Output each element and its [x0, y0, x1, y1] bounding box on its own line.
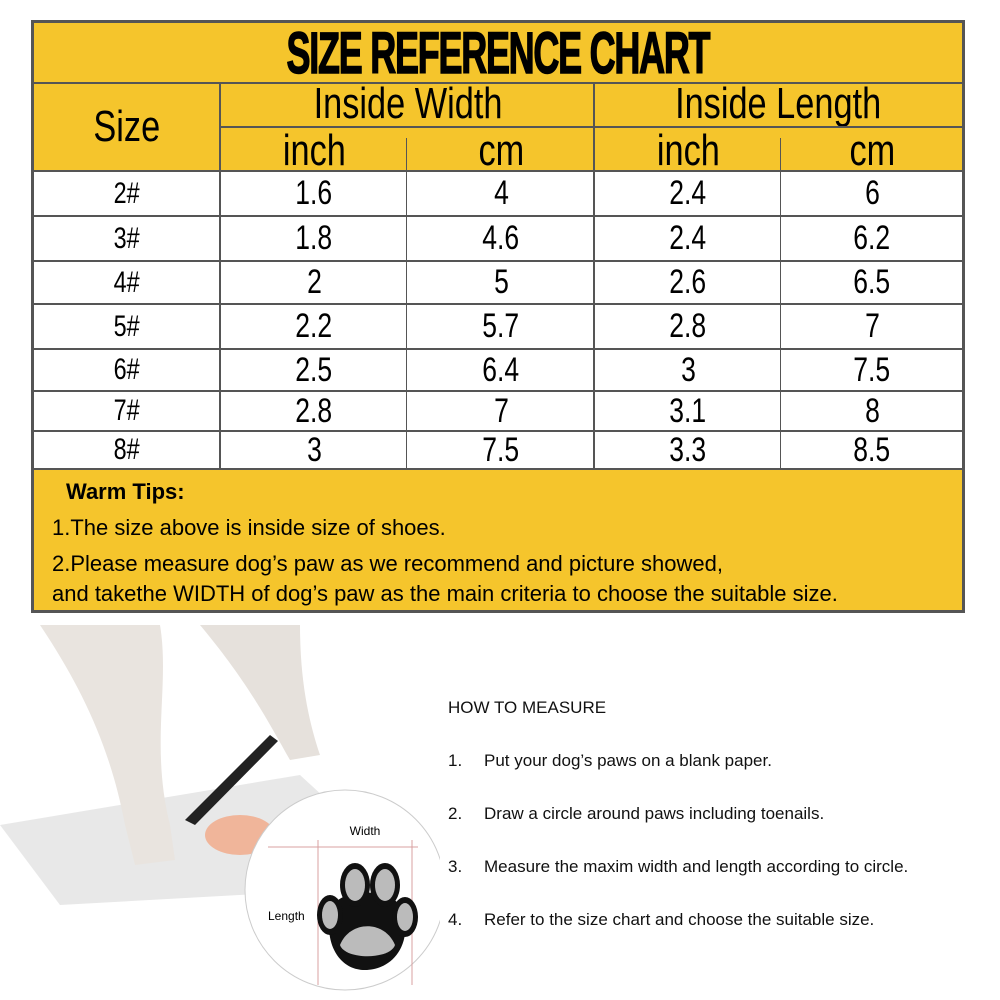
step-number: 3.: [448, 857, 463, 876]
header-length-inch: inch: [656, 126, 720, 175]
size-cell: 5#: [113, 309, 141, 343]
value-cell-l-cm: 6.2: [853, 219, 891, 257]
tips-heading: Warm Tips:: [66, 479, 185, 504]
measure-step: 2. Draw a circle around paws including to…: [448, 804, 824, 824]
value-cell-l-cm: 6: [864, 174, 880, 212]
size-cell: 6#: [113, 353, 141, 386]
step-number: 2.: [448, 804, 463, 823]
value-cell-w-inch: 2.2: [295, 307, 333, 345]
value-cell-l-inch: 2.8: [669, 307, 707, 345]
header-inside-length: Inside Length: [675, 79, 882, 128]
tip-1: 1.The size above is inside size of shoes…: [52, 515, 446, 540]
width-label: Width: [350, 824, 381, 838]
chart-title: SIZE REFERENCE CHART: [286, 20, 711, 87]
value-cell-w-cm: 7: [493, 391, 509, 430]
header-inside-width: Inside Width: [313, 79, 503, 128]
value-cell-l-inch: 2.6: [669, 263, 707, 301]
size-reference-chart: SIZE REFERENCE CHART Size Inside Width I…: [31, 20, 965, 613]
size-cell: 7#: [113, 394, 141, 427]
size-cell: 2#: [113, 176, 141, 210]
step-text: Refer to the size chart and choose the s…: [484, 910, 875, 929]
value-cell-l-inch: 3.3: [669, 430, 707, 469]
table-body: [34, 171, 962, 468]
value-cell-l-cm: 6.5: [853, 263, 891, 301]
value-cell-l-inch: 2.4: [669, 174, 707, 212]
value-cell-l-inch: 2.4: [669, 219, 707, 257]
value-cell-w-inch: 1.8: [295, 219, 333, 257]
how-to-heading: HOW TO MEASURE: [448, 698, 607, 717]
dog-leg-back: [200, 625, 320, 760]
value-cell-l-inch: 3.1: [669, 391, 707, 430]
value-cell-w-inch: 2.5: [295, 350, 333, 389]
size-cell: 4#: [113, 265, 141, 299]
step-number: 1.: [448, 751, 463, 770]
length-label: Length: [268, 909, 305, 923]
value-cell-l-cm: 7.5: [853, 350, 891, 389]
header-width-cm: cm: [478, 126, 524, 175]
value-cell-w-inch: 2: [306, 263, 322, 301]
step-number: 4.: [448, 910, 463, 929]
tip-2: 2.Please measure dog’s paw as we recomme…: [52, 551, 723, 576]
tip-3: and takethe WIDTH of dog’s paw as the ma…: [52, 581, 838, 606]
value-cell-w-cm: 7.5: [482, 430, 520, 469]
step-text: Measure the maxim width and length accor…: [484, 857, 909, 876]
header-size: Size: [93, 102, 161, 151]
header-width-inch: inch: [282, 126, 346, 175]
value-cell-w-cm: 5.7: [482, 307, 520, 345]
pencil: [185, 735, 278, 825]
measure-step: 3. Measure the maxim width and length acc…: [448, 857, 908, 877]
dog-leg-front: [40, 625, 175, 865]
value-cell-w-inch: 1.6: [295, 174, 333, 212]
warm-tips: Warm Tips: 1.The size above is inside si…: [34, 469, 962, 610]
value-cell-w-inch: 3: [306, 430, 322, 469]
size-cell: 8#: [113, 433, 141, 466]
value-cell-w-cm: 5: [493, 263, 509, 301]
value-cell-l-cm: 8.5: [853, 430, 891, 469]
value-cell-l-cm: 8: [864, 391, 880, 430]
step-text: Put your dog’s paws on a blank paper.: [484, 751, 772, 770]
value-cell-w-inch: 2.8: [295, 391, 333, 430]
value-cell-w-cm: 4: [493, 174, 509, 212]
value-cell-w-cm: 6.4: [482, 350, 520, 389]
header-length-cm: cm: [849, 126, 895, 175]
dog-paw-measuring-illustration: Width Length: [0, 625, 440, 1000]
size-cell: 3#: [113, 221, 141, 255]
value-cell-l-cm: 7: [864, 307, 880, 345]
value-cell-w-cm: 4.6: [482, 219, 520, 257]
measure-step: 1. Put your dog’s paws on a blank paper.: [448, 751, 772, 771]
step-text: Draw a circle around paws including toen…: [484, 804, 825, 823]
value-cell-l-inch: 3: [680, 350, 696, 389]
measure-step: 4. Refer to the size chart and choose the…: [448, 910, 874, 930]
